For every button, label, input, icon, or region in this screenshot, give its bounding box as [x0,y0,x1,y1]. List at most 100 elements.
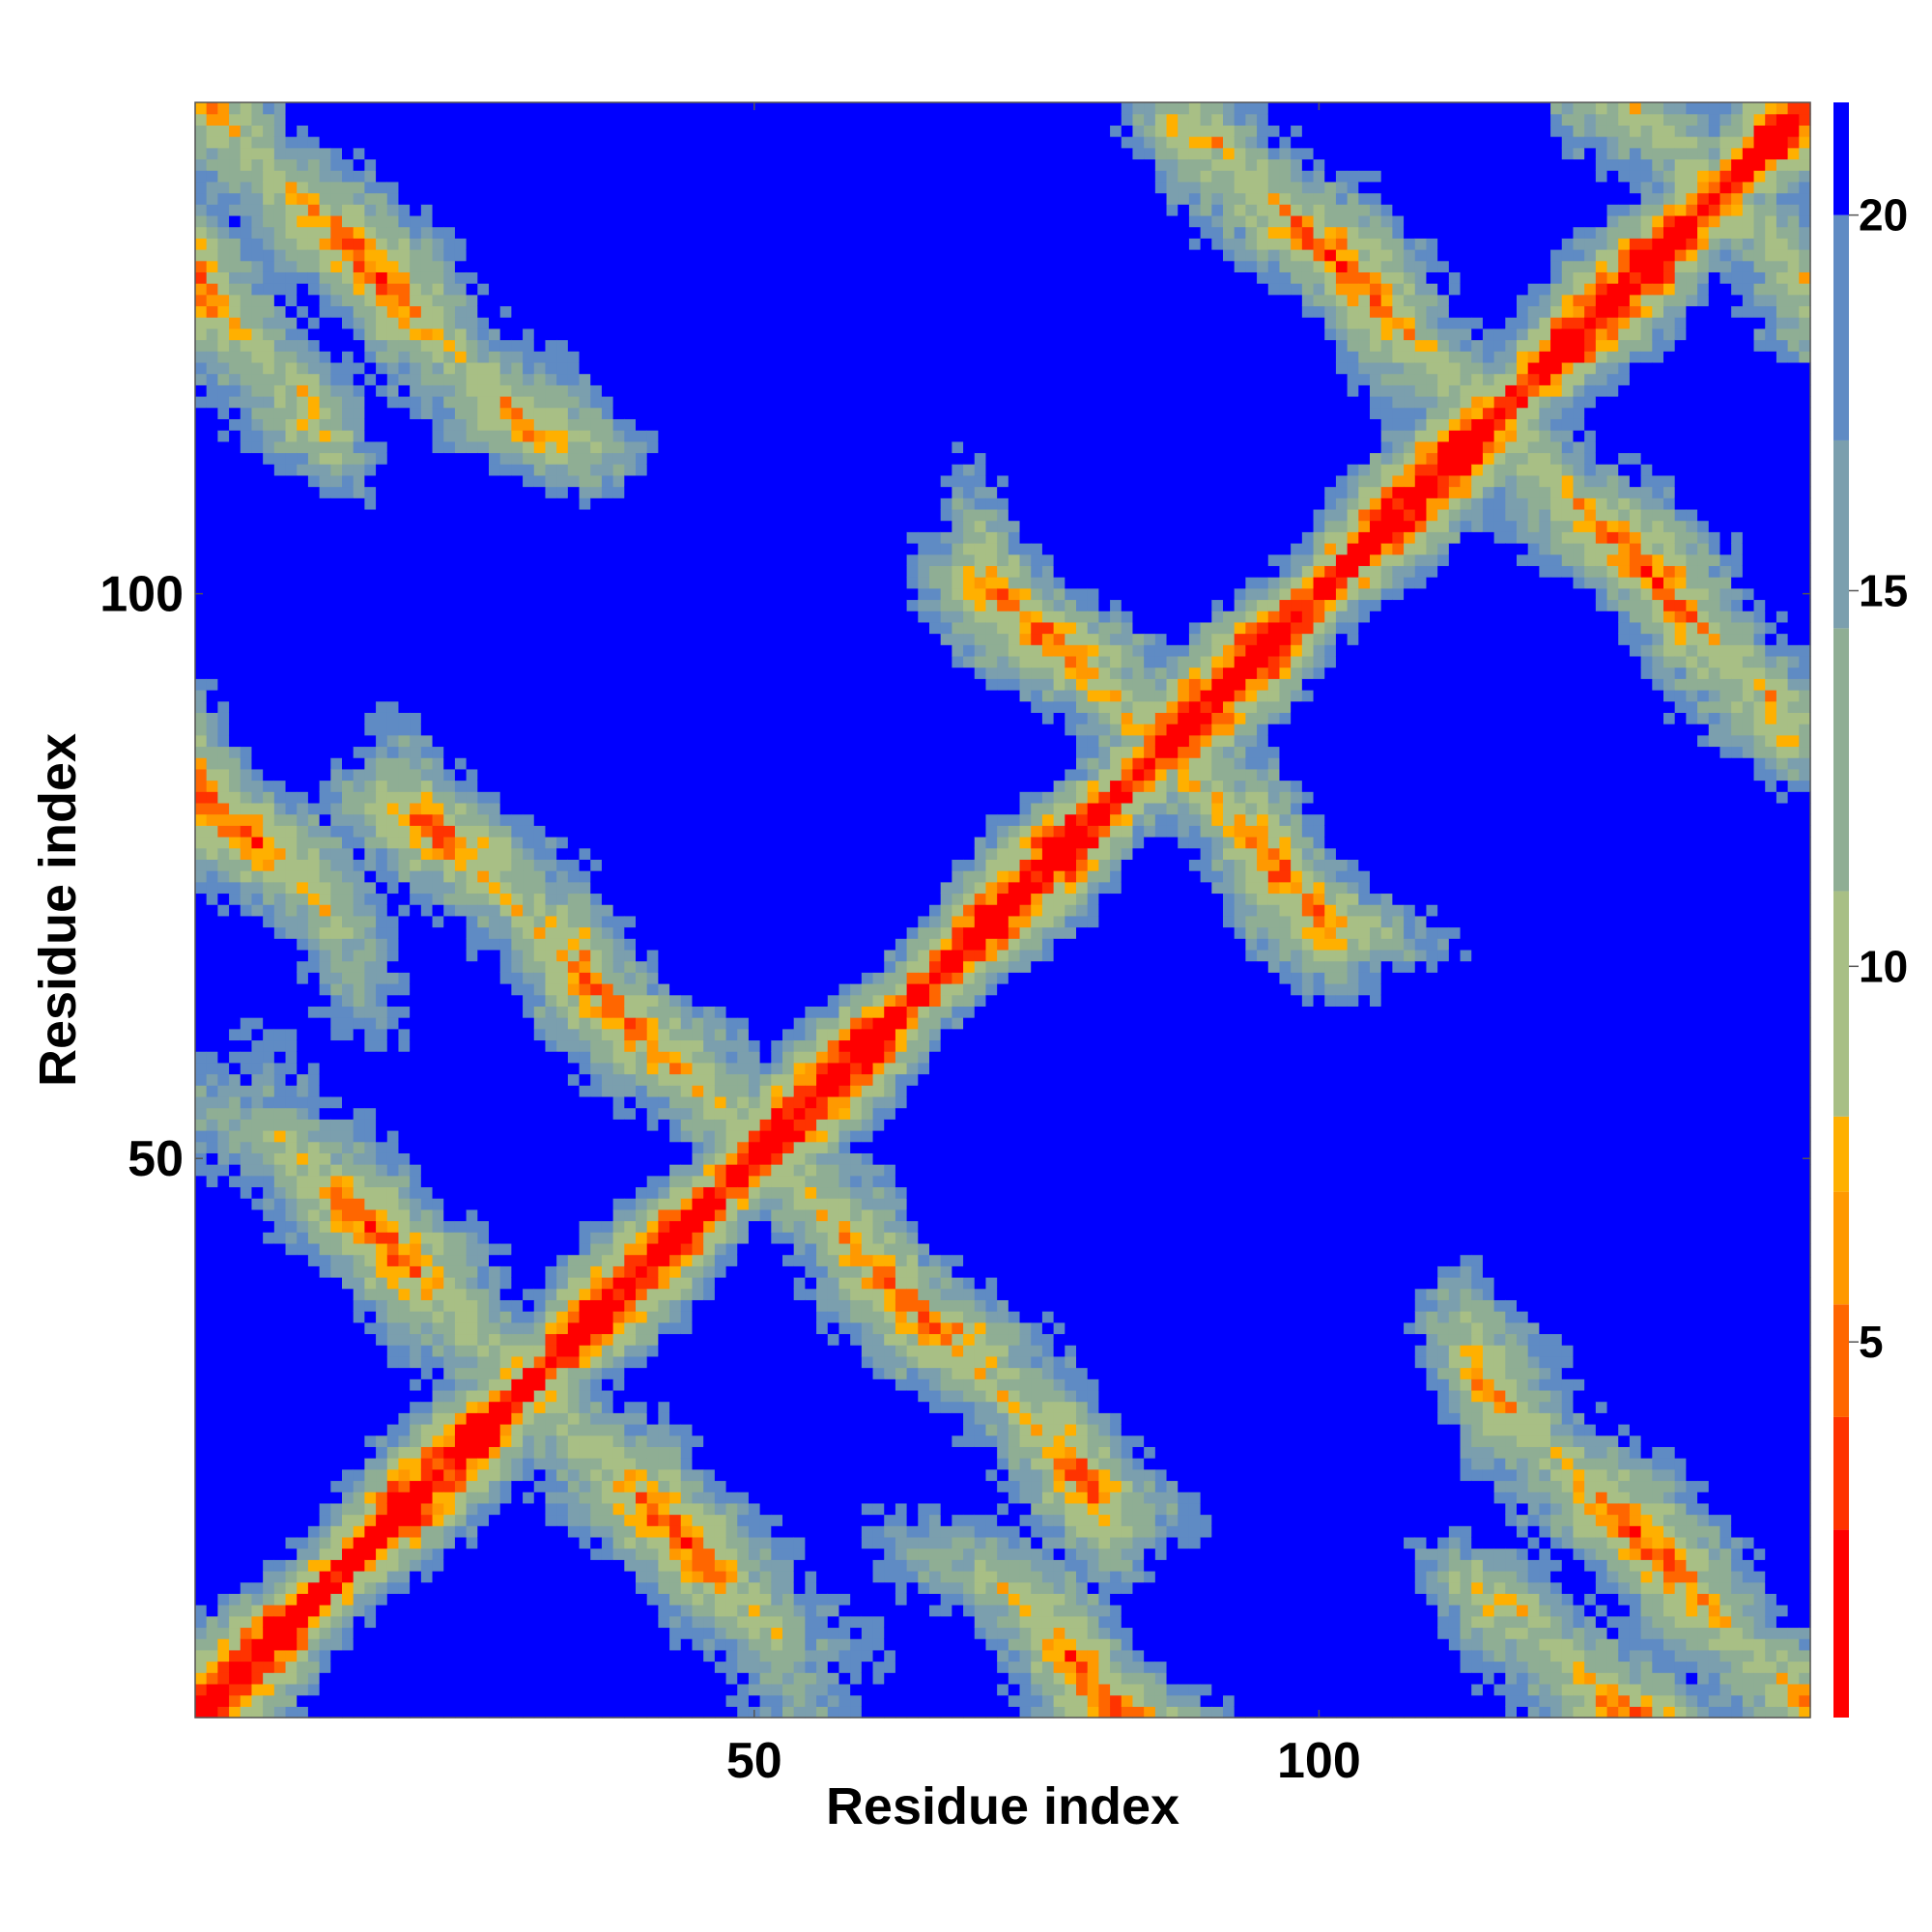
heatmap-cell [500,362,512,374]
heatmap-cell [511,757,523,769]
heatmap-cell [556,374,568,385]
heatmap-cell [443,644,455,656]
heatmap-cell [364,1684,376,1695]
heatmap-cell [342,1446,354,1458]
heatmap-cell [354,1198,365,1209]
heatmap-cell [387,554,399,566]
heatmap-cell [568,418,580,430]
heatmap-cell [320,340,331,352]
heatmap-cell [330,701,342,713]
heatmap-cell [263,746,274,757]
heatmap-cell [477,927,489,939]
heatmap-cell [342,1412,354,1424]
heatmap-cell [421,1368,433,1379]
heatmap-cell [534,1571,546,1582]
heatmap-cell [229,1515,241,1526]
heatmap-cell [443,1402,455,1413]
heatmap-cell [580,295,591,306]
heatmap-cell [330,261,342,272]
heatmap-cell [376,724,387,735]
heatmap-cell [274,668,286,679]
heatmap-cell [342,340,354,352]
heatmap-cell [477,757,489,769]
heatmap-cell [443,1672,455,1684]
heatmap-cell [286,995,298,1007]
heatmap-cell [523,983,534,995]
heatmap-cell [342,1638,354,1650]
heatmap-cell [511,1063,523,1074]
heatmap-cell [534,995,546,1007]
heatmap-cell [398,1006,410,1017]
heatmap-cell [297,983,308,995]
heatmap-cell [580,1627,591,1638]
heatmap-cell [330,1029,342,1040]
heatmap-cell [534,328,546,340]
heatmap-cell [568,475,580,487]
heatmap-cell [241,497,252,509]
heatmap-cell [556,238,568,249]
heatmap-cell [286,859,298,870]
heatmap-cell [523,1446,534,1458]
heatmap-cell [523,1255,534,1266]
heatmap-cell [568,509,580,521]
heatmap-cell [443,735,455,747]
heatmap-cell [263,351,274,362]
heatmap-cell [207,1627,218,1638]
heatmap-cell [580,1571,591,1582]
heatmap-cell [398,521,410,532]
heatmap-cell [489,1571,500,1582]
heatmap-cell [500,249,512,261]
heatmap-cell [274,1096,286,1108]
heatmap-cell [398,1503,410,1515]
heatmap-cell [523,1412,534,1424]
heatmap-cell [241,1063,252,1074]
heatmap-cell [342,882,354,894]
heatmap-cell [320,1638,331,1650]
heatmap-cell [354,1593,365,1605]
heatmap-cell [263,170,274,182]
heatmap-cell [455,1424,467,1435]
heatmap-cell [207,351,218,362]
heatmap-cell [467,724,478,735]
heatmap-cell [489,1525,500,1537]
heatmap-cell [477,950,489,961]
heatmap-cell [376,1265,387,1277]
heatmap-cell [251,1085,263,1096]
heatmap-cell [297,170,308,182]
heatmap-cell [500,1289,512,1300]
heatmap-cell [477,701,489,713]
heatmap-cell [421,158,433,170]
heatmap-cell [455,1356,467,1368]
heatmap-cell [354,983,365,995]
heatmap-cell [477,1650,489,1662]
heatmap-cell [364,1559,376,1571]
heatmap-cell [342,148,354,159]
heatmap-cell [500,1255,512,1266]
heatmap-cell [241,904,252,916]
heatmap-cell [207,1265,218,1277]
heatmap-cell [443,859,455,870]
heatmap-cell [207,497,218,509]
heatmap-cell [556,1672,568,1684]
heatmap-cell [376,362,387,374]
heatmap-cell [410,859,421,870]
heatmap-cell [274,1559,286,1571]
heatmap-cell [443,1039,455,1051]
heatmap-cell [433,1142,444,1153]
heatmap-cell [433,1390,444,1402]
heatmap-cell [286,1232,298,1243]
heatmap-cell [410,1119,421,1130]
heatmap-cell [330,1039,342,1051]
heatmap-cell [511,1706,523,1718]
heatmap-cell [207,1616,218,1628]
heatmap-cell [443,283,455,295]
heatmap-cell [286,1345,298,1356]
heatmap-cell [421,475,433,487]
heatmap-cell [354,430,365,441]
heatmap-cell [297,554,308,566]
heatmap-cell [364,1548,376,1560]
heatmap-cell [354,1119,365,1130]
heatmap-cell [455,1063,467,1074]
heatmap-cell [330,814,342,826]
heatmap-cell [364,1221,376,1233]
